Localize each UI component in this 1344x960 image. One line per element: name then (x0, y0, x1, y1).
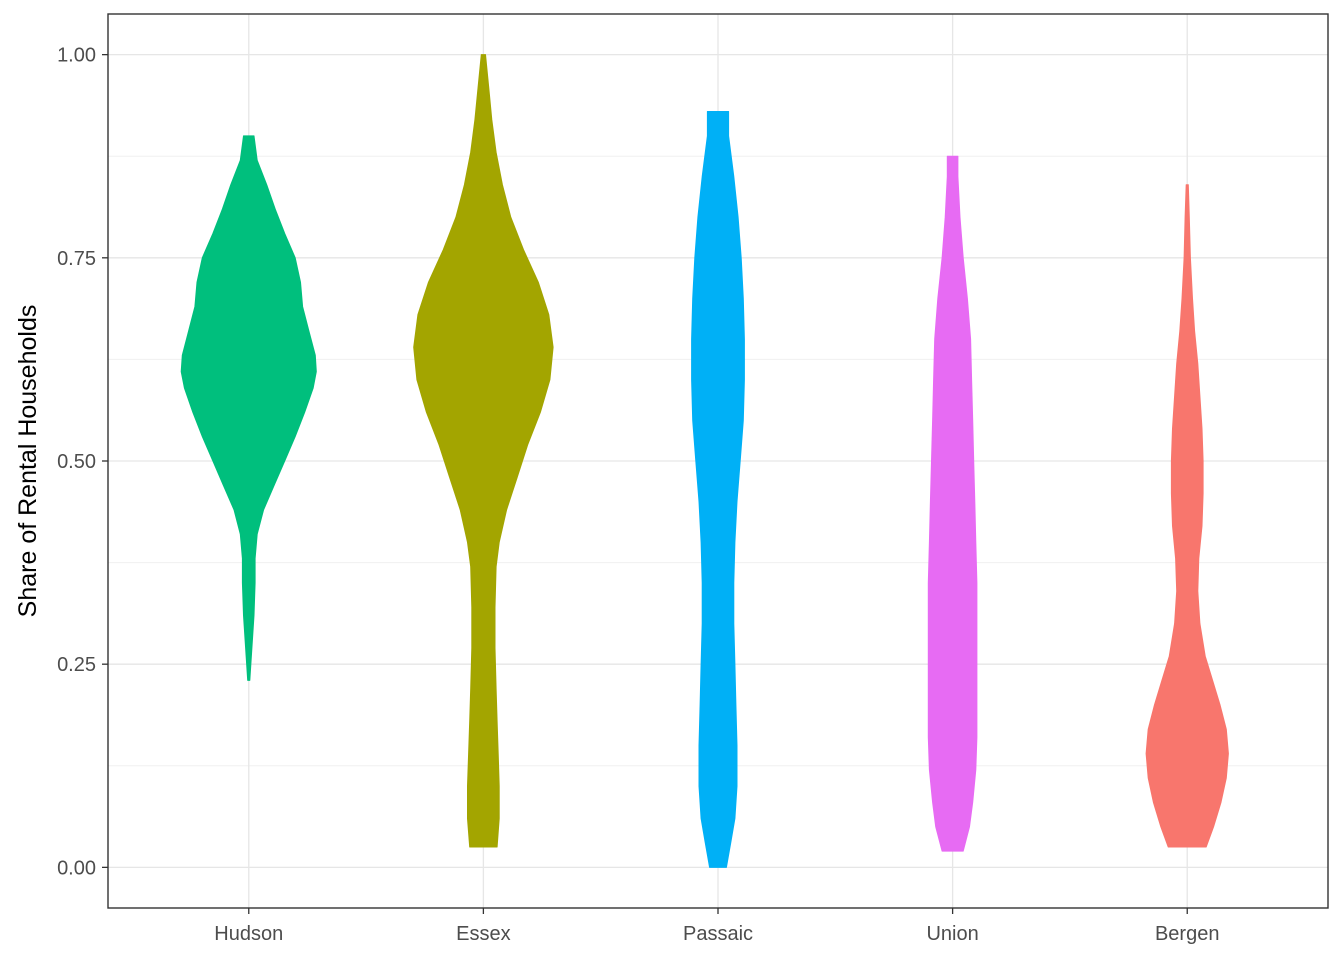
violin-hudson (180, 135, 317, 681)
x-tick-label-bergen: Bergen (1155, 923, 1220, 945)
y-tick-label: 0.75 (57, 248, 96, 270)
y-axis-ticks: 0.00 0.25 0.50 0.75 1.00 (57, 45, 108, 879)
violin-essex (413, 54, 554, 848)
y-tick-label: 0.00 (57, 857, 96, 879)
violin-union (927, 155, 978, 852)
violin-bergen (1145, 184, 1229, 848)
x-axis-ticks: Hudson Essex Passaic Union Bergen (214, 908, 1219, 945)
violins (180, 54, 1229, 868)
y-axis-title: Share of Rental Households (14, 305, 42, 618)
x-tick-label-union: Union (926, 923, 978, 945)
x-tick-label-essex: Essex (456, 923, 510, 945)
x-tick-label-hudson: Hudson (214, 923, 283, 945)
y-tick-label: 1.00 (57, 45, 96, 67)
violin-passaic (691, 111, 745, 868)
y-tick-label: 0.25 (57, 654, 96, 676)
y-tick-label: 0.50 (57, 451, 96, 473)
x-tick-label-passaic: Passaic (683, 923, 753, 945)
